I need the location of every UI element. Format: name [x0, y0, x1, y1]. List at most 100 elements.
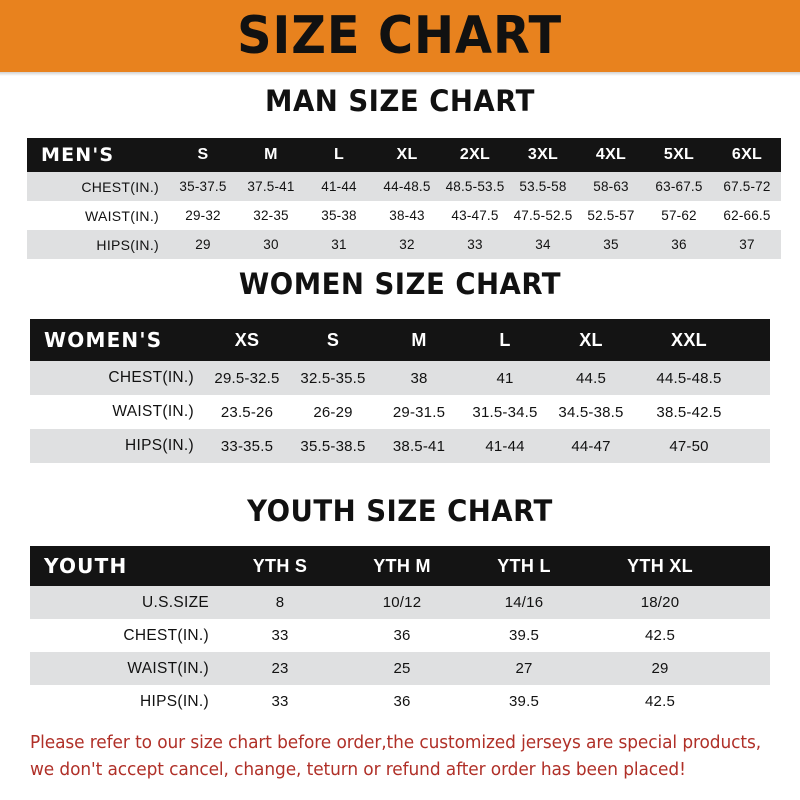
women-waist-s: 26-29	[290, 395, 376, 429]
table-row: U.S.SIZE 8 10/12 14/16 18/20	[30, 586, 770, 619]
man-waist-6xl: 62-66.5	[713, 201, 781, 230]
youth-row-label-hips: HIPS(IN.)	[30, 685, 219, 718]
youth-ussize-thxl: 18/20	[585, 586, 735, 619]
man-waist-m: 32-35	[237, 201, 305, 230]
women-table-body: CHEST(IN.) 29.5-32.5 32.5-35.5 38 41 44.…	[30, 361, 770, 463]
table-row: WAIST(IN.) 29-32 32-35 35-38 38-43 43-47…	[27, 201, 781, 230]
youth-col-spacer	[735, 546, 770, 586]
women-hips-xxl: 47-50	[634, 429, 744, 463]
youth-waist-ths: 23	[219, 652, 341, 685]
man-waist-2xl: 43-47.5	[441, 201, 509, 230]
youth-ussize-ths: 8	[219, 586, 341, 619]
man-header-row: MEN'S S M L XL 2XL 3XL 4XL 5XL 6XL	[27, 138, 781, 172]
table-row: WAIST(IN.) 23 25 27 29	[30, 652, 770, 685]
man-chest-m: 37.5-41	[237, 172, 305, 201]
youth-hips-thxl: 42.5	[585, 685, 735, 718]
youth-ussize-thl: 14/16	[463, 586, 585, 619]
man-chest-5xl: 63-67.5	[645, 172, 713, 201]
women-col-xl: XL	[548, 319, 634, 361]
youth-waist-spacer	[735, 652, 770, 685]
man-chest-2xl: 48.5-53.5	[441, 172, 509, 201]
women-col-m: M	[376, 319, 462, 361]
youth-ussize-thm: 10/12	[341, 586, 463, 619]
table-row: HIPS(IN.) 29 30 31 32 33 34 35 36 37	[27, 230, 781, 259]
table-row: HIPS(IN.) 33 36 39.5 42.5	[30, 685, 770, 718]
youth-hips-spacer	[735, 685, 770, 718]
women-hips-l: 41-44	[462, 429, 548, 463]
women-row-label-waist: WAIST(IN.)	[30, 395, 204, 429]
youth-waist-thm: 25	[341, 652, 463, 685]
man-chest-xl: 44-48.5	[373, 172, 441, 201]
youth-header-label: YOUTH	[30, 546, 219, 586]
women-chest-xxl: 44.5-48.5	[634, 361, 744, 395]
women-header-label: WOMEN'S	[30, 319, 204, 361]
women-hips-xs: 33-35.5	[204, 429, 290, 463]
man-hips-xl: 32	[373, 230, 441, 259]
women-chest-m: 38	[376, 361, 462, 395]
man-waist-4xl: 52.5-57	[577, 201, 645, 230]
youth-row-label-ussize: U.S.SIZE	[30, 586, 219, 619]
youth-row-label-chest: CHEST(IN.)	[30, 619, 219, 652]
women-section-title: WOMEN SIZE CHART	[238, 267, 562, 301]
man-header-label: MEN'S	[27, 138, 169, 172]
man-col-2xl: 2XL	[441, 138, 509, 172]
women-table-head: WOMEN'S XS S M L XL XXL	[30, 319, 770, 361]
women-chest-xs: 29.5-32.5	[204, 361, 290, 395]
youth-chest-thxl: 42.5	[585, 619, 735, 652]
man-chest-6xl: 67.5-72	[713, 172, 781, 201]
man-table-body: CHEST(IN.) 35-37.5 37.5-41 41-44 44-48.5…	[27, 172, 781, 259]
women-row-label-chest: CHEST(IN.)	[30, 361, 204, 395]
man-waist-s: 29-32	[169, 201, 237, 230]
man-col-3xl: 3XL	[509, 138, 577, 172]
banner: SIZE CHART	[0, 0, 800, 72]
youth-row-label-waist: WAIST(IN.)	[30, 652, 219, 685]
youth-waist-thl: 27	[463, 652, 585, 685]
youth-table-head: YOUTH YTH S YTH M YTH L YTH XL	[30, 546, 770, 586]
man-col-l: L	[305, 138, 373, 172]
youth-chest-ths: 33	[219, 619, 341, 652]
man-waist-3xl: 47.5-52.5	[509, 201, 577, 230]
footer-line-1: Please refer to our size chart before or…	[30, 733, 762, 753]
man-hips-l: 31	[305, 230, 373, 259]
youth-chest-thm: 36	[341, 619, 463, 652]
footer-disclaimer: Please refer to our size chart before or…	[30, 730, 762, 784]
man-hips-4xl: 35	[577, 230, 645, 259]
banner-shadow	[0, 72, 800, 76]
man-chest-s: 35-37.5	[169, 172, 237, 201]
women-hips-xl: 44-47	[548, 429, 634, 463]
man-col-5xl: 5XL	[645, 138, 713, 172]
women-hips-s: 35.5-38.5	[290, 429, 376, 463]
women-waist-xs: 23.5-26	[204, 395, 290, 429]
man-row-label-hips: HIPS(IN.)	[27, 230, 169, 259]
youth-hips-thm: 36	[341, 685, 463, 718]
women-header-row: WOMEN'S XS S M L XL XXL	[30, 319, 770, 361]
women-chest-s: 32.5-35.5	[290, 361, 376, 395]
youth-col-ythxl: YTH XL	[585, 546, 735, 586]
women-waist-xl: 34.5-38.5	[548, 395, 634, 429]
youth-waist-thxl: 29	[585, 652, 735, 685]
table-row: WAIST(IN.) 23.5-26 26-29 29-31.5 31.5-34…	[30, 395, 770, 429]
man-row-label-waist: WAIST(IN.)	[27, 201, 169, 230]
man-hips-2xl: 33	[441, 230, 509, 259]
women-chest-spacer	[744, 361, 770, 395]
youth-col-ythl: YTH L	[463, 546, 585, 586]
table-row: CHEST(IN.) 29.5-32.5 32.5-35.5 38 41 44.…	[30, 361, 770, 395]
women-chest-l: 41	[462, 361, 548, 395]
man-waist-l: 35-38	[305, 201, 373, 230]
man-size-table: MEN'S S M L XL 2XL 3XL 4XL 5XL 6XL CHEST…	[27, 138, 781, 259]
man-chest-3xl: 53.5-58	[509, 172, 577, 201]
man-col-s: S	[169, 138, 237, 172]
youth-table-body: U.S.SIZE 8 10/12 14/16 18/20 CHEST(IN.) …	[30, 586, 770, 718]
youth-hips-ths: 33	[219, 685, 341, 718]
man-row-label-chest: CHEST(IN.)	[27, 172, 169, 201]
youth-col-ythm: YTH M	[341, 546, 463, 586]
youth-section-title: YOUTH SIZE CHART	[247, 494, 553, 528]
women-col-xs: XS	[204, 319, 290, 361]
women-col-s: S	[290, 319, 376, 361]
youth-ussize-spacer	[735, 586, 770, 619]
man-chest-l: 41-44	[305, 172, 373, 201]
table-row: HIPS(IN.) 33-35.5 35.5-38.5 38.5-41 41-4…	[30, 429, 770, 463]
women-hips-m: 38.5-41	[376, 429, 462, 463]
women-waist-spacer	[744, 395, 770, 429]
